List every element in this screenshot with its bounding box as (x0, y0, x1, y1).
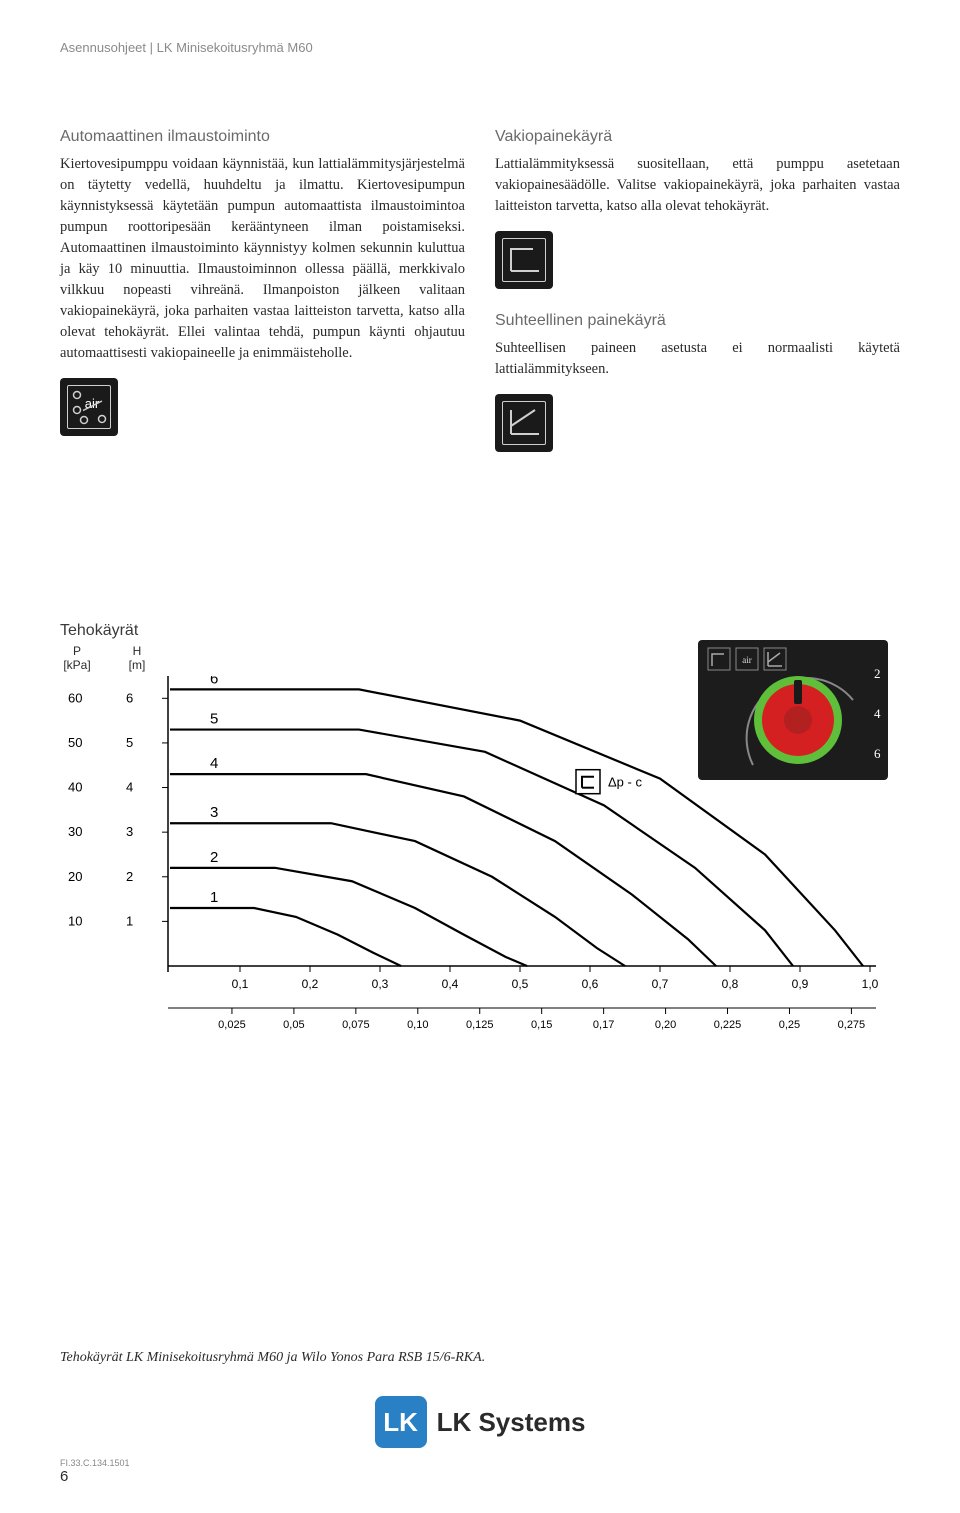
svg-text:4: 4 (874, 706, 881, 721)
svg-text:3: 3 (210, 805, 218, 822)
svg-text:1: 1 (210, 889, 218, 906)
constant-pressure-body: Lattialämmityksessä suositellaan, että p… (495, 154, 900, 217)
svg-text:0,10: 0,10 (407, 1019, 428, 1031)
svg-text:0,7: 0,7 (652, 977, 669, 991)
left-column: Automaattinen ilmaustoiminto Kiertovesip… (60, 125, 465, 472)
proportional-pressure-body: Suhteellisen paineen asetusta ei normaal… (495, 338, 900, 380)
page-footer: Tehokäyrät LK Minisekoitusryhmä M60 ja W… (60, 1342, 900, 1485)
svg-text:0,225: 0,225 (714, 1019, 742, 1031)
p-label: P (60, 644, 94, 658)
svg-text:60: 60 (68, 691, 82, 706)
svg-text:3: 3 (126, 825, 133, 840)
svg-text:0,2: 0,2 (302, 977, 319, 991)
svg-text:0,5: 0,5 (512, 977, 529, 991)
svg-text:Δp - c: Δp - c (608, 775, 642, 790)
right-column: Vakiopainekäyrä Lattialämmityksessä suos… (495, 125, 900, 472)
h-label: H (120, 644, 154, 658)
svg-text:0,20: 0,20 (655, 1019, 676, 1031)
logo-row: LK LK Systems (60, 1396, 900, 1448)
svg-text:0,05: 0,05 (283, 1019, 304, 1031)
pump-dial: air 2 4 6 (698, 640, 888, 780)
content-columns: Automaattinen ilmaustoiminto Kiertovesip… (60, 125, 900, 472)
proportional-pressure-icon (495, 394, 553, 452)
svg-text:4: 4 (210, 756, 218, 773)
svg-text:0,15: 0,15 (531, 1019, 552, 1031)
svg-text:6: 6 (210, 676, 218, 687)
svg-text:1: 1 (126, 914, 133, 929)
svg-text:0,17: 0,17 (593, 1019, 614, 1031)
h-unit: [m] (120, 658, 154, 672)
svg-text:2: 2 (126, 869, 133, 884)
performance-chart: Tehokäyrät P [kPa] H [m] 60 6 50 5 40 4 30 3 20 2… (60, 622, 900, 1056)
svg-text:40: 40 (68, 780, 82, 795)
p-unit: [kPa] (60, 658, 94, 672)
svg-text:1,0: 1,0 (862, 977, 879, 991)
svg-text:0,25: 0,25 (779, 1019, 800, 1031)
auto-venting-title: Automaattinen ilmaustoiminto (60, 125, 465, 148)
svg-text:0,075: 0,075 (342, 1019, 370, 1031)
svg-text:0,4: 0,4 (442, 977, 459, 991)
svg-text:0,9: 0,9 (792, 977, 809, 991)
svg-text:30: 30 (68, 825, 82, 840)
svg-text:2: 2 (874, 666, 881, 681)
svg-text:6: 6 (874, 746, 881, 761)
chart-title: Tehokäyrät (60, 622, 900, 640)
svg-text:0,6: 0,6 (582, 977, 599, 991)
svg-text:0,025: 0,025 (218, 1019, 246, 1031)
svg-text:air: air (742, 655, 752, 665)
svg-text:50: 50 (68, 735, 82, 750)
svg-text:5: 5 (210, 711, 218, 728)
svg-text:5: 5 (126, 735, 133, 750)
document-id: FI.33.C.134.1501 (60, 1458, 900, 1468)
svg-text:20: 20 (68, 869, 82, 884)
svg-text:0,1: 0,1 (232, 977, 249, 991)
logo-text: LK Systems (437, 1407, 586, 1438)
auto-venting-body: Kiertovesipumppu voidaan käynnistää, kun… (60, 154, 465, 364)
constant-pressure-icon (495, 231, 553, 289)
page-header: Asennusohjeet | LK Minisekoitusryhmä M60 (60, 40, 900, 55)
chart-caption: Tehokäyrät LK Minisekoitusryhmä M60 ja W… (60, 1350, 900, 1366)
svg-text:2: 2 (210, 849, 218, 866)
logo-badge: LK (375, 1396, 427, 1448)
svg-text:4: 4 (126, 780, 133, 795)
svg-text:0,275: 0,275 (838, 1019, 866, 1031)
svg-text:0,8: 0,8 (722, 977, 739, 991)
air-icon: air (60, 378, 118, 436)
proportional-pressure-title: Suhteellinen painekäyrä (495, 309, 900, 332)
svg-text:10: 10 (68, 914, 82, 929)
svg-text:6: 6 (126, 691, 133, 706)
svg-text:0,3: 0,3 (372, 977, 389, 991)
constant-pressure-title: Vakiopainekäyrä (495, 125, 900, 148)
svg-text:0,125: 0,125 (466, 1019, 494, 1031)
page-number: 6 (60, 1468, 900, 1485)
